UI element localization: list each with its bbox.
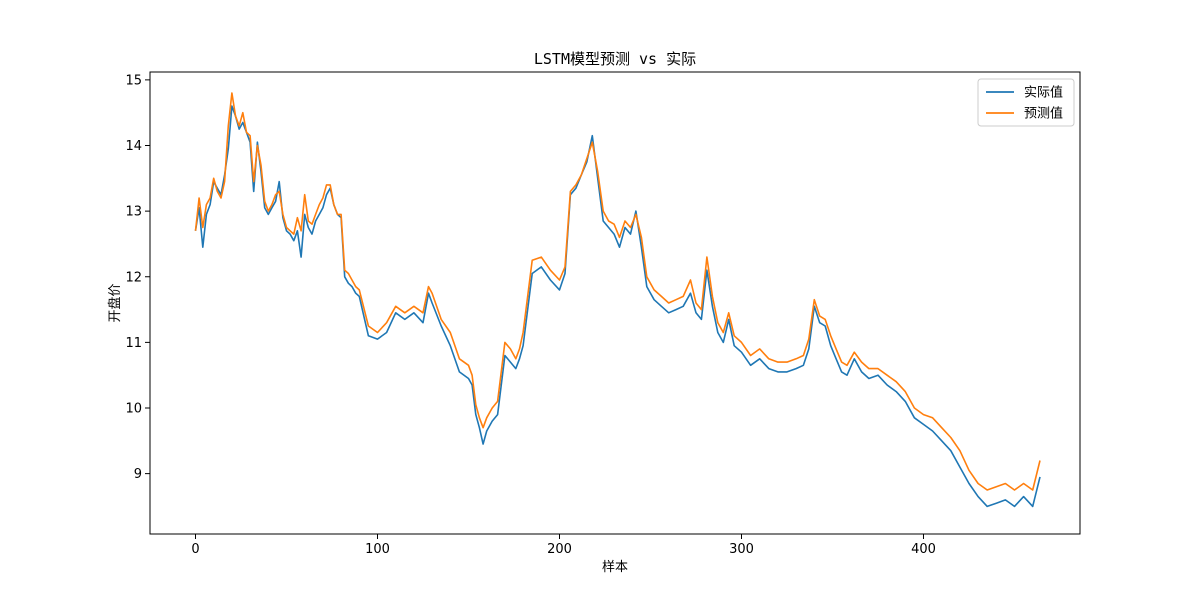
chart-title: LSTM模型预测 vs 实际	[534, 50, 696, 68]
y-tick-label: 11	[125, 336, 142, 351]
y-tick-label: 9	[134, 467, 142, 482]
x-tick-label: 0	[191, 542, 199, 557]
legend-label: 预测值	[1024, 106, 1063, 122]
y-tick-label: 15	[125, 73, 142, 88]
x-axis: 0 100 200 300 400	[191, 534, 936, 557]
x-tick-label: 300	[729, 542, 754, 557]
x-tick-label: 100	[365, 542, 390, 557]
x-axis-label: 样本	[602, 560, 628, 575]
axes-frame	[149, 71, 1081, 535]
x-tick-label: 400	[911, 542, 936, 557]
x-tick-label: 200	[547, 542, 572, 557]
legend-box	[977, 78, 1075, 127]
y-tick-label: 12	[125, 270, 142, 285]
legend-label: 实际值	[1024, 85, 1063, 101]
y-tick-label: 13	[125, 205, 142, 220]
series-layer	[194, 92, 1041, 508]
y-axis-label: 开盘价	[107, 283, 123, 322]
series-line-predicted	[194, 92, 1041, 491]
y-tick-label: 10	[125, 402, 142, 417]
y-tick-label: 14	[125, 139, 142, 154]
y-axis: 9 10 11 12 13 14 15	[125, 73, 150, 482]
